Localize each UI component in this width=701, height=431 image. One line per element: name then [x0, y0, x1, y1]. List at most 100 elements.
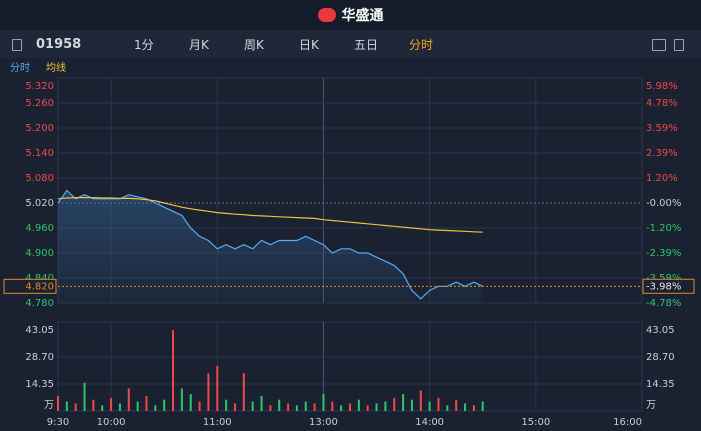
volume-bar: [464, 403, 467, 411]
y-tick-label: 4.960: [25, 223, 54, 234]
volume-bar: [57, 395, 59, 411]
volume-bar: [446, 405, 449, 411]
collapse-icon[interactable]: [12, 39, 22, 51]
volume-bar: [384, 401, 387, 411]
legend-item: 均线: [46, 61, 66, 74]
last-change-label: -3.98%: [646, 281, 681, 292]
volume-tick-label: 万: [646, 400, 656, 411]
y2-tick-label: -0.00%: [646, 198, 681, 209]
expand-icon[interactable]: [674, 39, 684, 51]
y2-tick-label: 5.98%: [646, 81, 678, 92]
volume-tick-label: 14.35: [25, 379, 54, 390]
volume-bar: [481, 401, 484, 411]
volume-bar: [313, 403, 316, 411]
last-price-box: [3, 278, 57, 294]
volume-tick-label: 14.35: [646, 379, 675, 390]
volume-bar: [74, 403, 77, 411]
volume-tick-label: 43.05: [25, 325, 54, 336]
volume-tick-label: 万: [44, 400, 54, 411]
price-area: [58, 190, 483, 303]
period-tab[interactable]: 1分: [134, 37, 154, 52]
volume-tick-label: 43.05: [646, 325, 675, 336]
y-tick-label: 4.900: [25, 248, 54, 259]
volume-bar: [216, 365, 219, 411]
period-tab[interactable]: 五日: [354, 37, 379, 52]
volume-bar: [472, 405, 475, 411]
volume-bar: [366, 405, 369, 411]
y2-tick-label: 3.59%: [646, 123, 678, 134]
period-tab[interactable]: 分时: [409, 37, 434, 52]
fullscreen-icon[interactable]: [652, 39, 666, 51]
volume-bar: [233, 403, 236, 411]
period-tab[interactable]: 月K: [189, 37, 209, 52]
x-tick-label: 16:00: [613, 417, 642, 428]
volume-bar: [198, 401, 201, 411]
volume-bar: [242, 373, 245, 411]
volume-bar: [410, 399, 413, 411]
toolbar: 01958 1分 月K 周K 日K 五日 分时: [0, 30, 701, 58]
volume-bar: [65, 401, 68, 411]
volume-bar: [340, 405, 343, 411]
y2-tick-label: -1.20%: [646, 223, 681, 234]
average-line: [57, 197, 483, 233]
period-tab[interactable]: 周K: [244, 37, 264, 52]
volume-bar: [393, 397, 396, 411]
period-tab[interactable]: 日K: [299, 37, 319, 52]
legend-item: 分时: [10, 62, 30, 74]
x-tick-label: 11:00: [203, 417, 232, 428]
volume-bar: [419, 390, 422, 411]
y-tick-label: 5.140: [25, 148, 54, 159]
volume-bar: [251, 401, 254, 411]
last-price-label: 4.820: [25, 281, 54, 292]
volume-bar: [402, 394, 405, 411]
x-tick-label: 14:00: [415, 417, 444, 428]
volume-bar: [287, 403, 290, 411]
brand: 华盛通: [341, 8, 384, 24]
volume-bar: [437, 397, 440, 411]
volume-bar: [304, 401, 307, 411]
volume-bar: [260, 395, 263, 411]
volume-bar: [295, 405, 298, 411]
x-tick-label: 10:00: [97, 417, 126, 428]
volume-tick-label: 28.70: [25, 352, 54, 363]
y-tick-label: 5.260: [25, 98, 54, 109]
volume-bar: [92, 399, 95, 411]
volume-bar: [455, 399, 458, 411]
volume-bar: [269, 405, 272, 411]
y2-tick-label: -2.39%: [646, 248, 681, 259]
volume-bar: [172, 330, 175, 411]
volume-bar: [154, 405, 157, 411]
volume-bar: [127, 388, 130, 411]
y2-tick-label: 1.20%: [646, 173, 678, 184]
volume-bar: [278, 399, 281, 411]
y2-tick-label: -3.59%: [646, 273, 681, 284]
stock-code: 01958: [36, 36, 82, 52]
y2-tick-label: 2.39%: [646, 148, 678, 159]
volume-bar: [428, 401, 431, 411]
volume-tick-label: 28.70: [646, 352, 675, 363]
volume-bar: [101, 405, 104, 411]
y-tick-label: 5.020: [25, 198, 54, 209]
volume-bar: [110, 397, 113, 411]
volume-bar: [349, 403, 351, 411]
volume-bar: [375, 403, 378, 411]
volume-bar: [83, 382, 86, 411]
volume-bar: [207, 373, 210, 411]
volume-bar: [331, 401, 334, 411]
volume-bar: [189, 394, 192, 411]
last-change-box: [642, 278, 695, 294]
volume-bar: [180, 388, 183, 411]
logo: [317, 8, 336, 22]
volume-bar: [145, 395, 148, 411]
y-tick-label: 4.840: [25, 273, 54, 284]
volume-bar: [136, 401, 139, 411]
chart: 分时 均线 9:30 10:00 11:00 13:00 14:00 15:00 16:00 5.…: [3, 61, 695, 428]
volume-bar: [163, 399, 166, 411]
volume-bar: [118, 403, 121, 411]
x-tick-label: 9:30: [47, 417, 69, 428]
y-tick-label: 4.780: [25, 298, 54, 309]
y2-tick-label: 4.78%: [646, 98, 678, 109]
x-tick-label: 15:00: [521, 417, 550, 428]
price-line: [57, 189, 483, 300]
